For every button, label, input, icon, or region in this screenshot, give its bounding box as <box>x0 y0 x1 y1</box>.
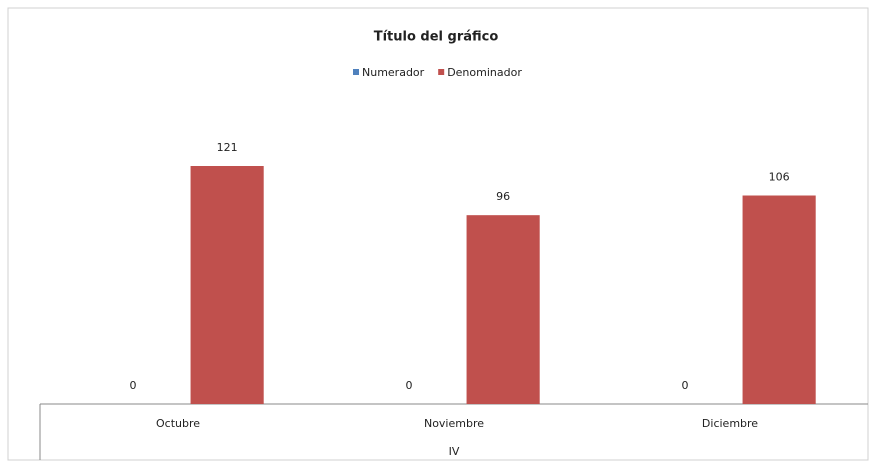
x-tick-label: Diciembre <box>702 417 758 430</box>
chart-title: Título del gráfico <box>374 30 499 45</box>
legend-swatch <box>438 69 445 75</box>
legend-label: Denominador <box>447 66 522 79</box>
data-label: 0 <box>682 379 689 392</box>
bar <box>742 195 816 404</box>
data-label: 121 <box>217 141 238 154</box>
chart-frame <box>7 7 869 461</box>
x-tick-label: Noviembre <box>424 417 484 430</box>
legend-swatch <box>353 69 359 75</box>
x-tick-label: Octubre <box>156 417 200 430</box>
data-label: 0 <box>130 379 137 392</box>
bar <box>190 166 264 404</box>
legend-label: Numerador <box>362 66 425 79</box>
data-label: 0 <box>406 379 413 392</box>
data-label: 96 <box>496 190 510 203</box>
data-label: 106 <box>769 171 790 184</box>
bar <box>466 215 540 404</box>
group-label: IV <box>449 445 460 458</box>
